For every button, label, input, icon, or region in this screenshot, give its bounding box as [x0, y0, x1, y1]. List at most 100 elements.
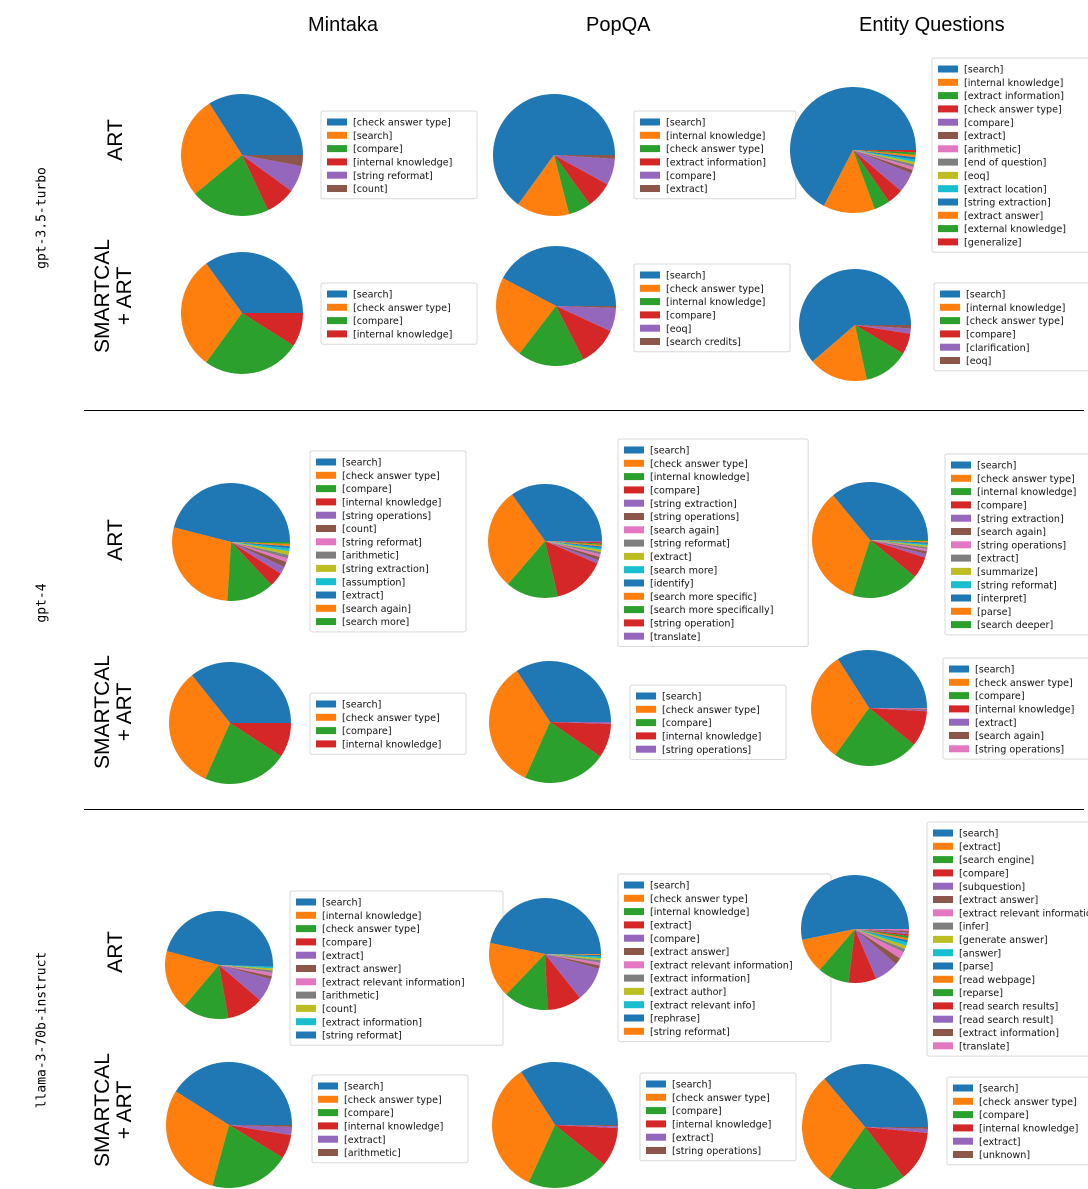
legend-label: [clarification]: [966, 343, 1030, 354]
legend-label: [string extraction]: [977, 514, 1064, 525]
pie-slice: [545, 954, 580, 1010]
legend-swatch: [646, 1093, 666, 1101]
legend-label: [extract answer]: [959, 895, 1038, 906]
legend-swatch: [949, 718, 969, 726]
legend-label: [internal knowledge]: [344, 1122, 443, 1133]
legend-label: [extract information]: [322, 1017, 422, 1028]
legend-frame: [942, 657, 1088, 760]
pie-chart: [search] [internal knowledge] [extract inf…: [790, 57, 1088, 253]
legend-swatch: [296, 965, 316, 972]
legend-label: [generalize]: [964, 238, 1022, 249]
pie-slice: [489, 943, 545, 995]
pie-slice: [545, 954, 601, 966]
legend-swatch: [933, 869, 953, 877]
pie-slice: [490, 898, 601, 954]
pie-chart: [search] [internal knowledge] [check answe…: [164, 890, 504, 1046]
legend-label: [string reformat]: [650, 539, 730, 550]
pie-slice: [835, 708, 914, 767]
legend-swatch: [316, 564, 336, 572]
pie-slice: [231, 542, 281, 586]
legend-label: [assumption]: [342, 577, 405, 588]
legend-label: [internal knowledge]: [650, 907, 749, 918]
legend-swatch: [636, 745, 656, 753]
legend-label: [extract answer]: [650, 947, 729, 958]
legend-label: [compare]: [344, 1108, 394, 1119]
legend-label: [search]: [959, 829, 998, 840]
legend-swatch: [953, 1097, 973, 1105]
pie-chart: [search] [check answer type] [compare] [int…: [165, 1061, 469, 1189]
legend-swatch: [327, 131, 347, 139]
legend-label: [compare]: [959, 869, 1009, 880]
pie-slice: [853, 150, 913, 174]
legend-label: [extract]: [322, 951, 364, 962]
legend-swatch: [933, 949, 953, 957]
legend-swatch: [316, 713, 336, 721]
legend-frame: [320, 282, 478, 345]
legend-swatch: [296, 1018, 316, 1026]
legend-label: [search]: [322, 898, 361, 909]
pie-slice: [870, 540, 928, 550]
pie-slice: [870, 540, 928, 542]
pie-slice: [870, 540, 928, 552]
legend-label: [check answer type]: [342, 713, 440, 724]
pie-slice: [545, 541, 602, 545]
legend-swatch: [624, 1027, 644, 1035]
legend-label: [string extraction]: [964, 198, 1051, 209]
pie-slice: [853, 150, 912, 191]
pie-chart: [search] [check answer type] [internal kno…: [488, 438, 809, 647]
pie-slice: [865, 1127, 928, 1129]
pie-slice: [166, 910, 274, 965]
legend-label: [extract answer]: [964, 211, 1043, 222]
pie-slice: [231, 542, 287, 568]
legend-swatch: [933, 935, 953, 943]
legend-label: [string operations]: [650, 512, 739, 523]
pie-slice: [812, 325, 867, 381]
legend-frame: [309, 692, 467, 755]
legend-label: [translate]: [959, 1041, 1009, 1052]
pie-slice: [554, 155, 608, 205]
legend-label: [arithmetic]: [964, 144, 1021, 155]
pie-slice: [229, 1125, 292, 1158]
pie-slice: [195, 155, 268, 216]
legend-swatch: [327, 118, 347, 126]
legend: [search] [internal knowledge] [check answe…: [289, 890, 504, 1046]
pie-slice: [865, 1127, 928, 1177]
legend-swatch: [318, 1122, 338, 1130]
legend-swatch: [624, 473, 644, 481]
legend: [search] [check answer type] [internal kno…: [617, 438, 809, 647]
legend-label: [count]: [353, 184, 388, 195]
pie-chart: [search] [check answer type] [compare] [int…: [171, 450, 467, 633]
legend-label: [search]: [342, 458, 381, 469]
legend-label: [check answer type]: [977, 474, 1075, 485]
pie-slice: [525, 722, 601, 784]
legend-label: [parse]: [959, 962, 993, 973]
legend-frame: [633, 263, 791, 353]
legend-swatch: [933, 856, 953, 864]
pie-slice: [855, 325, 904, 380]
pie-slice: [219, 965, 273, 969]
pie-slice: [521, 1062, 618, 1125]
legend-label: [end of question]: [964, 158, 1046, 169]
pie-slice: [231, 542, 290, 549]
pie-slice: [855, 929, 901, 965]
pie-slice: [164, 951, 219, 1007]
pie-slice: [219, 965, 273, 977]
legend-label: [string reformat]: [650, 1027, 730, 1038]
legend-swatch: [624, 579, 644, 587]
pie-slice: [865, 1127, 928, 1133]
legend-label: [extract]: [979, 1137, 1021, 1148]
legend-label: [extract information]: [964, 91, 1064, 102]
legend-label: [search credits]: [666, 337, 741, 348]
legend-frame: [944, 453, 1088, 636]
legend-label: [arithmetic]: [344, 1148, 401, 1159]
legend-label: [extract information]: [666, 158, 766, 169]
column-title-popqa: PopQA: [586, 14, 651, 36]
legend-swatch: [318, 1109, 338, 1117]
legend-label: [string operations]: [342, 511, 431, 522]
legend-frame: [320, 110, 478, 200]
pie-slice: [212, 1125, 283, 1189]
legend-swatch: [640, 131, 660, 139]
legend-label: [eoq]: [666, 324, 691, 335]
legend-swatch: [938, 225, 958, 233]
